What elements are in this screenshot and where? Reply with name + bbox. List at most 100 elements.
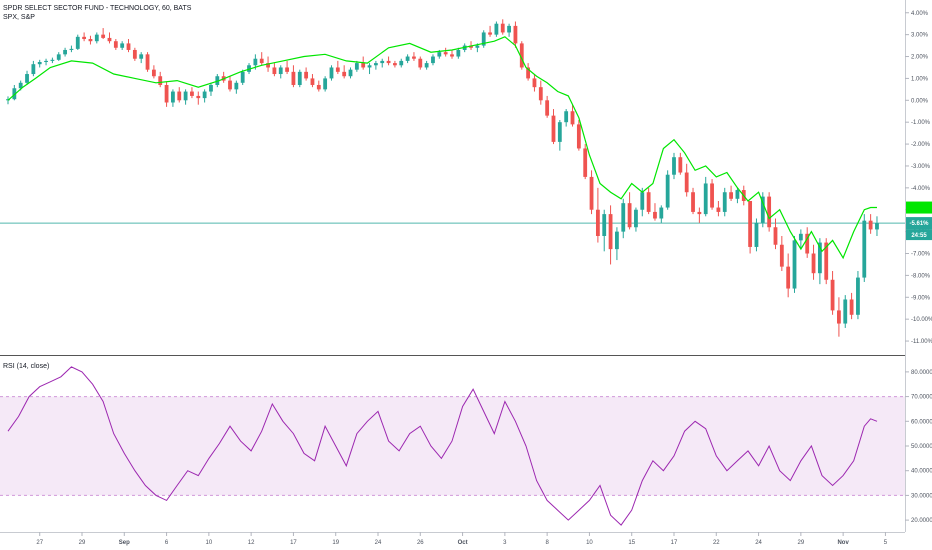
- candle: [519, 41, 524, 70]
- candle-body: [779, 244, 784, 267]
- candle-body: [697, 211, 702, 215]
- candle-body: [209, 84, 213, 92]
- candle-body: [139, 54, 144, 59]
- candle: [684, 163, 689, 197]
- time-axis-tick-label: 12: [248, 540, 255, 546]
- spx-compare-line: [7, 36, 877, 260]
- candle: [171, 89, 175, 107]
- candle: [215, 74, 220, 88]
- candle: [716, 200, 721, 217]
- candle: [722, 187, 727, 217]
- compare-symbol-label: SPX, S&P: [3, 14, 35, 21]
- candle-body: [412, 56, 416, 59]
- candle: [798, 229, 803, 250]
- candle: [196, 91, 201, 105]
- candle: [126, 39, 131, 53]
- candle-body: [101, 34, 106, 38]
- candle: [602, 209, 607, 252]
- candle: [564, 109, 569, 127]
- candle-body: [773, 227, 778, 245]
- price-axis[interactable]: 4.00% 3.00% 2.00% 1.00% 0.00% -1.00% -2.00% -3.…: [905, 11, 932, 345]
- candle: [234, 80, 239, 94]
- candle-body: [691, 192, 695, 212]
- candle-body: [399, 60, 404, 66]
- candle: [393, 60, 397, 68]
- candle-body: [380, 60, 385, 64]
- candle-body: [805, 233, 810, 254]
- candle-body: [754, 222, 759, 247]
- candle-body: [88, 39, 93, 42]
- candle-body: [63, 49, 67, 55]
- candle-body: [120, 43, 125, 48]
- candle-body: [234, 82, 239, 90]
- price-axis-tick-label: -10.00%: [911, 317, 932, 323]
- candle: [678, 152, 683, 175]
- candle: [310, 74, 315, 88]
- candle: [177, 87, 182, 103]
- candle-body: [240, 71, 245, 83]
- candle: [75, 34, 80, 50]
- time-axis[interactable]: 27 29 Sep 6 10 12 17 19 24 26 Oct 3 8 10 15 17 22 24 29 Nov…: [36, 532, 888, 546]
- candle: [316, 80, 321, 92]
- candle-body: [107, 37, 112, 42]
- candle-body: [253, 58, 258, 66]
- candle: [538, 80, 543, 105]
- candle-body: [304, 71, 309, 79]
- candle: [589, 170, 594, 215]
- price-axis-tick-label: -9.00%: [911, 295, 931, 301]
- price-axis-tick-label: -11.00%: [911, 339, 932, 345]
- candle: [773, 218, 778, 250]
- candle-body: [868, 220, 873, 230]
- candle-body: [684, 172, 689, 193]
- candle-body: [792, 240, 797, 289]
- candle-body: [113, 41, 118, 48]
- candle: [240, 69, 245, 85]
- candle-body: [373, 63, 378, 66]
- candle-body: [615, 231, 619, 250]
- time-axis-tick-label: 3: [503, 540, 507, 546]
- candle-body: [361, 63, 366, 68]
- candle: [272, 63, 277, 77]
- candle-body: [703, 183, 708, 215]
- candle: [354, 60, 359, 72]
- candle-body: [760, 196, 765, 223]
- candle: [12, 84, 17, 101]
- candle: [868, 214, 873, 234]
- candle: [424, 60, 429, 70]
- price-axis-tick-label: -8.00%: [911, 273, 931, 279]
- candle-body: [82, 36, 87, 40]
- candle: [500, 19, 505, 35]
- candle-body: [228, 80, 232, 90]
- candle-body: [595, 209, 600, 236]
- price-axis-tick-label: 4.00%: [911, 11, 929, 17]
- candle: [278, 65, 283, 79]
- rsi-legend[interactable]: RSI (14, close): [3, 362, 49, 371]
- candle-body: [824, 242, 829, 280]
- rsi-axis[interactable]: 80.0000 70.0000 60.0000 50.0000 40.0000 30.00…: [905, 370, 932, 524]
- candle: [786, 253, 791, 298]
- candle-body: [621, 203, 626, 232]
- candle-body: [811, 253, 816, 274]
- candle-body: [202, 91, 207, 99]
- candle-body: [158, 76, 163, 85]
- time-axis-tick-label: 10: [586, 540, 593, 546]
- candle: [665, 170, 670, 210]
- candle: [583, 144, 588, 180]
- candle: [120, 41, 125, 50]
- time-axis-tick-label: 24: [375, 540, 382, 546]
- candle: [627, 192, 632, 230]
- candle-body: [335, 67, 340, 72]
- candle-body: [405, 56, 410, 61]
- candle: [107, 32, 112, 44]
- candle: [729, 185, 733, 201]
- candle-body: [830, 279, 835, 311]
- candle-body: [278, 67, 283, 75]
- time-axis-tick-label: 17: [671, 540, 678, 546]
- time-axis-tick-label: 6: [165, 540, 169, 546]
- candle-body: [469, 45, 473, 48]
- main-legend[interactable]: SPDR SELECT SECTOR FUND - TECHNOLOGY, 60…: [3, 4, 191, 22]
- candle: [557, 120, 562, 151]
- candle: [335, 60, 340, 75]
- candle-body: [735, 190, 740, 199]
- candle: [703, 176, 708, 217]
